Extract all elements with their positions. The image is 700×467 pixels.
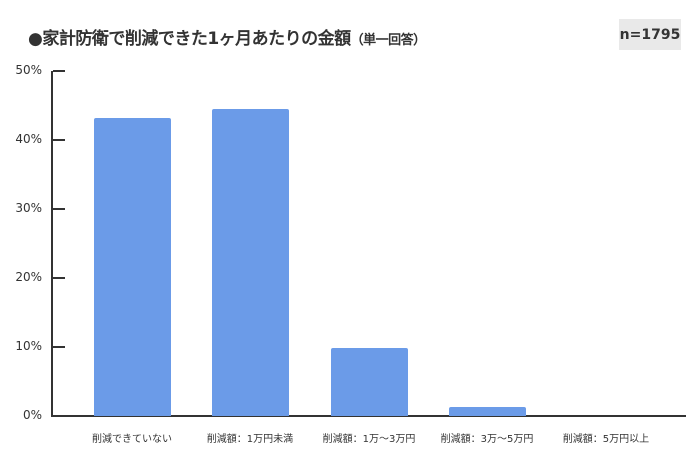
bar-2: [212, 108, 289, 416]
y-tick-label: 50%: [15, 63, 42, 77]
x-category-label: 削減できていない: [92, 434, 172, 445]
y-tick-label: 30%: [15, 201, 42, 215]
x-category-label: 削減額：3万～5万円: [440, 434, 534, 445]
chart-title: ●家計防衛で削減できた1ヶ月あたりの金額（単一回答）: [28, 24, 426, 49]
x-category-label: 削減額：1万円未満: [206, 434, 294, 445]
x-axis: [51, 415, 686, 417]
y-tick: [53, 139, 65, 141]
chart-title-subtitle: （単一回答）: [350, 33, 427, 48]
x-category-label: 削減額：1万～3万円: [322, 434, 416, 445]
bar-3: [331, 347, 408, 416]
y-tick-label: 20%: [15, 270, 42, 284]
y-tick: [53, 70, 65, 72]
y-axis: [51, 71, 53, 417]
y-tick-label: 40%: [15, 132, 42, 146]
bar-4: [449, 407, 526, 416]
bar-1: [94, 117, 171, 416]
y-tick: [53, 277, 65, 279]
sample-size-badge: n=1795: [619, 19, 681, 50]
chart-title-main: ●家計防衛で削減できた1ヶ月あたりの金額: [28, 29, 351, 49]
y-tick: [53, 208, 65, 210]
y-tick-label: 10%: [15, 339, 42, 353]
y-tick: [53, 346, 65, 348]
y-tick: [53, 415, 65, 417]
x-category-label: 削減額：5万円以上: [562, 434, 650, 445]
y-tick-label: 0%: [22, 408, 42, 422]
